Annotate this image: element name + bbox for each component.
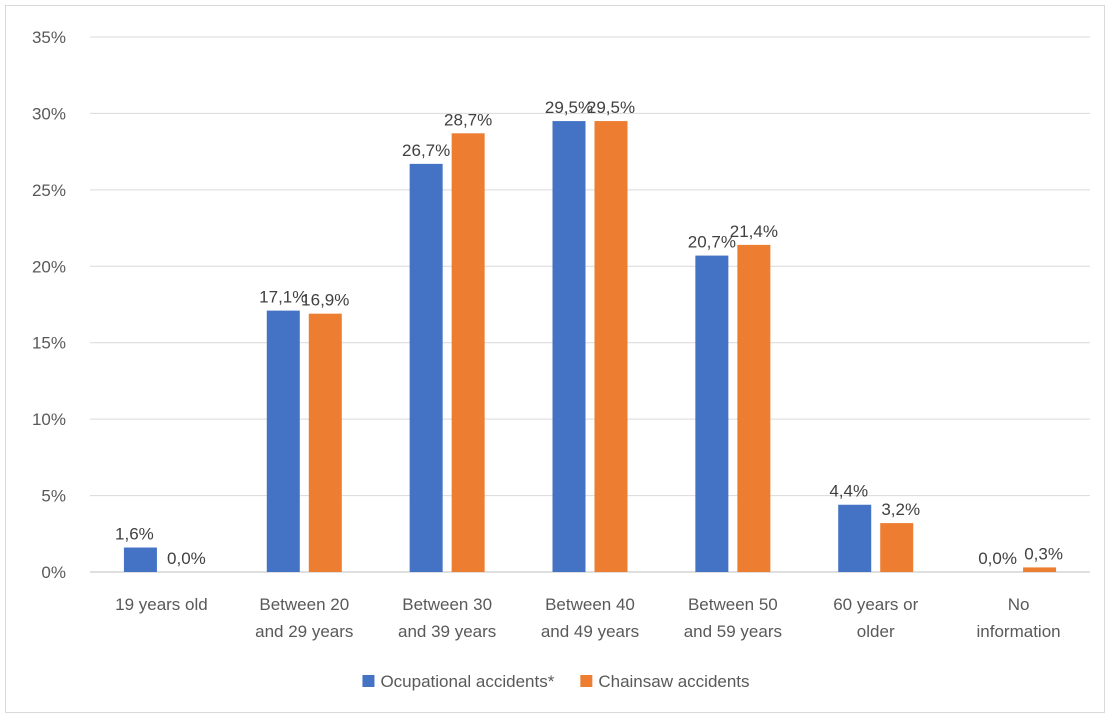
data-label: 28,7% [444,110,492,129]
x-category-label: Between 50 [688,595,778,614]
legend-label: Chainsaw accidents [598,672,749,691]
legend-swatch [580,675,593,687]
legend-swatch [362,675,375,687]
bar-occupational [838,504,872,572]
data-label: 4,4% [829,482,868,501]
x-category-label: Between 30 [402,595,492,614]
bar-occupational [123,547,157,572]
bar-occupational [409,163,443,572]
bar-occupational [695,255,729,573]
bar-chainsaw [1023,567,1057,572]
data-labels: 1,6% 0,0% 17,1%16,9% 26,7% 28,7% 29,5%29,5% 20… [115,98,1063,568]
data-label: 29,5% [545,98,593,117]
x-category-label: and 49 years [541,622,639,641]
data-label: 0,3% [1024,544,1063,563]
bars [123,121,1057,573]
legend: Ocupational accidents* Chainsaw accidents [362,672,750,691]
data-label: 0,0% [978,549,1017,568]
data-label: 3,2% [881,500,920,519]
data-label: 21,4% [730,222,778,241]
y-tick-label: 25% [32,181,66,200]
x-category-label: and 29 years [255,622,353,641]
chart-frame: 0% 5% 10% 15% 20% 25% 30% 35% 1,6% 0,0% 17,1% 16,9… [5,5,1105,713]
y-tick-label: 35% [32,28,66,47]
data-label: 0,0% [167,549,206,568]
x-category-label: No [1008,595,1030,614]
x-category-label: older [857,622,895,641]
x-category-label: Between 40 [545,595,635,614]
x-category-label: Between 20 [259,595,349,614]
y-axis-ticks: 0% 5% 10% 15% 20% 25% 30% 35% [32,28,66,582]
bar-occupational [266,310,300,572]
data-label: 29,5% [587,98,635,117]
bar-chainsaw [880,523,914,572]
bar-chainsaw [308,313,342,572]
data-label: 16,9% [301,291,349,310]
bar-chainsaw [451,133,485,573]
x-axis-categories: 19 years old Between 20 and 29 years Betwee… [115,595,1061,641]
x-category-label: 60 years or [833,595,918,614]
x-category-label: and 59 years [684,622,782,641]
y-tick-label: 5% [41,487,66,506]
data-label: 17,1% [259,288,307,307]
bar-chainsaw [737,244,771,572]
y-tick-label: 0% [41,563,66,582]
x-category-label: and 39 years [398,622,496,641]
data-label: 1,6% [115,525,154,544]
y-tick-label: 20% [32,257,66,276]
legend-label: Ocupational accidents* [380,672,554,691]
bar-chart: 0% 5% 10% 15% 20% 25% 30% 35% 1,6% 0,0% 17,1%16,9… [32,28,1090,691]
gridlines [90,36,1090,573]
y-tick-label: 30% [32,104,66,123]
bar-occupational [552,121,586,573]
y-tick-label: 15% [32,334,66,353]
data-label: 20,7% [688,233,736,252]
x-category-label: information [977,622,1061,641]
bar-chainsaw [594,121,628,573]
y-tick-label: 10% [32,410,66,429]
x-category-label: 19 years old [115,595,208,614]
data-label: 26,7% [402,141,450,160]
